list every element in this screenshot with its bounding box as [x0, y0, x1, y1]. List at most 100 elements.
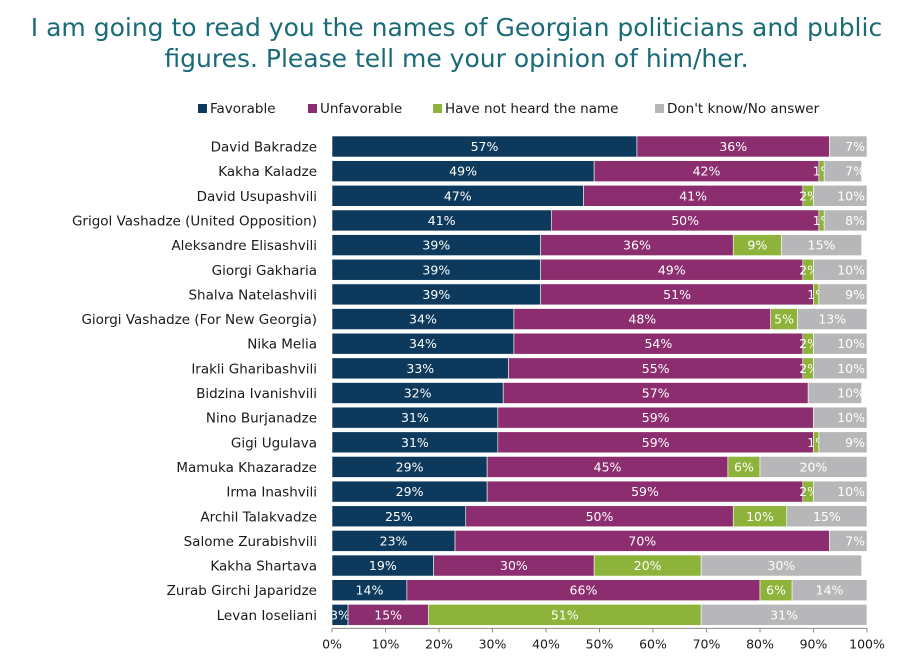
- category-label: Nino Burjanadze: [206, 411, 317, 427]
- chart-title-line-2: figures. Please tell me your opinion of …: [164, 44, 749, 73]
- data-label-unfavorable: 59%: [642, 410, 670, 425]
- data-label-unfavorable: 42%: [693, 164, 721, 179]
- data-label-favorable: 34%: [409, 312, 437, 327]
- legend-swatch-don-t-know-no-answer: [655, 104, 664, 113]
- data-label-don-t-know-no-answer: 7%: [845, 164, 865, 179]
- x-tick-label: 100%: [849, 636, 885, 651]
- data-label-favorable: 25%: [385, 509, 413, 524]
- x-axis: 0% 10% 20% 30% 40% 50% 60% 70% 80% 90% 100%: [322, 627, 885, 651]
- legend-label-unfavorable: Unfavorable: [320, 101, 402, 117]
- data-label-don-t-know-no-answer: 31%: [770, 607, 798, 622]
- data-label-have-not-heard-the-name: 10%: [746, 509, 774, 524]
- category-label: David Usupashvili: [197, 189, 317, 205]
- bars-area: David Bakradze 57% 36% 7% Kakha Kaladze 49% 42…: [72, 135, 868, 626]
- category-label: Giorgi Vashadze (For New Georgia): [81, 312, 317, 328]
- data-label-favorable: 31%: [401, 435, 429, 450]
- data-label-don-t-know-no-answer: 7%: [845, 533, 865, 548]
- bar-segment-don-t-know-no-answer: [813, 332, 868, 355]
- data-label-unfavorable: 70%: [628, 533, 656, 548]
- category-label: Shalva Natelashvili: [188, 287, 317, 303]
- bar-segment-don-t-know-no-answer: [781, 234, 862, 256]
- data-label-unfavorable: 45%: [594, 459, 622, 474]
- legend-swatch-have-not-heard-the-name: [433, 104, 442, 113]
- data-label-favorable: 31%: [401, 410, 429, 425]
- bar-segment-don-t-know-no-answer: [813, 357, 868, 380]
- data-label-unfavorable: 36%: [719, 139, 747, 154]
- data-label-unfavorable: 50%: [586, 509, 614, 524]
- x-tick-label: 0%: [322, 636, 342, 651]
- x-tick-label: 20%: [425, 636, 453, 651]
- data-label-unfavorable: 59%: [642, 435, 670, 450]
- data-label-don-t-know-no-answer: 15%: [813, 509, 841, 524]
- x-tick-label: 10%: [372, 636, 400, 651]
- bar-segment-don-t-know-no-answer: [813, 185, 868, 207]
- x-tick-label: 90%: [800, 636, 828, 651]
- data-label-have-not-heard-the-name: 20%: [634, 558, 662, 573]
- legend-label-have-not-heard-the-name: Have not heard the name: [445, 101, 618, 117]
- data-label-don-t-know-no-answer: 10%: [837, 336, 865, 351]
- data-label-have-not-heard-the-name: 51%: [551, 607, 579, 622]
- data-label-favorable: 41%: [428, 213, 456, 228]
- data-label-favorable: 19%: [369, 558, 397, 573]
- legend-label-favorable: Favorable: [210, 101, 276, 117]
- x-tick-label: 70%: [693, 636, 721, 651]
- data-label-don-t-know-no-answer: 10%: [837, 188, 865, 203]
- data-label-unfavorable: 50%: [671, 213, 699, 228]
- bar-segment-don-t-know-no-answer: [823, 209, 868, 232]
- data-label-don-t-know-no-answer: 7%: [845, 139, 865, 154]
- data-label-have-not-heard-the-name: 5%: [774, 312, 794, 327]
- data-label-don-t-know-no-answer: 8%: [845, 213, 865, 228]
- category-label: Kakha Shartava: [210, 559, 317, 575]
- bar-segment-don-t-know-no-answer: [813, 258, 868, 281]
- data-label-unfavorable: 30%: [500, 558, 528, 573]
- legend: Favorable Unfavorable Have not heard the n…: [198, 101, 820, 117]
- data-label-don-t-know-no-answer: 10%: [837, 484, 865, 499]
- data-label-unfavorable: 36%: [623, 238, 651, 253]
- bar-segment-don-t-know-no-answer: [700, 554, 862, 577]
- data-label-don-t-know-no-answer: 13%: [818, 312, 846, 327]
- data-label-favorable: 23%: [380, 533, 408, 548]
- bar-segment-don-t-know-no-answer: [818, 431, 868, 454]
- data-label-unfavorable: 59%: [631, 484, 659, 499]
- x-tick-label: 30%: [479, 636, 507, 651]
- data-label-have-not-heard-the-name: 9%: [747, 238, 767, 253]
- bar-segment-don-t-know-no-answer: [823, 160, 862, 182]
- legend-swatch-unfavorable: [308, 104, 317, 113]
- bar-segment-don-t-know-no-answer: [791, 579, 868, 602]
- category-label: Irma Inashvili: [226, 485, 317, 501]
- category-label: Levan Ioseliani: [217, 608, 317, 624]
- data-label-favorable: 32%: [404, 386, 432, 401]
- category-label: Zurab Girchi Japaridze: [167, 583, 317, 599]
- bar-segment-don-t-know-no-answer: [797, 308, 868, 330]
- data-label-don-t-know-no-answer: 10%: [837, 361, 865, 376]
- data-label-unfavorable: 41%: [679, 188, 707, 203]
- bar-segment-don-t-know-no-answer: [829, 530, 868, 552]
- bar-segment-don-t-know-no-answer: [700, 604, 868, 626]
- category-label: David Bakradze: [211, 140, 317, 156]
- data-label-don-t-know-no-answer: 15%: [808, 238, 836, 253]
- category-label: Giorgi Gakharia: [212, 263, 317, 279]
- bar-segment-don-t-know-no-answer: [818, 283, 868, 306]
- data-label-favorable: 39%: [422, 262, 450, 277]
- data-label-unfavorable: 15%: [374, 607, 402, 622]
- data-label-have-not-heard-the-name: 6%: [766, 583, 786, 598]
- bar-segment-don-t-know-no-answer: [829, 135, 868, 158]
- x-tick-label: 40%: [532, 636, 560, 651]
- data-label-favorable: 29%: [396, 459, 424, 474]
- data-label-favorable: 39%: [422, 287, 450, 302]
- data-label-favorable: 57%: [471, 139, 499, 154]
- data-label-unfavorable: 57%: [642, 386, 670, 401]
- bar-segment-don-t-know-no-answer: [786, 505, 868, 528]
- data-label-unfavorable: 55%: [642, 361, 670, 376]
- data-label-don-t-know-no-answer: 10%: [837, 262, 865, 277]
- data-label-unfavorable: 49%: [658, 262, 686, 277]
- bar-segment-don-t-know-no-answer: [807, 382, 862, 404]
- data-label-favorable: 33%: [406, 361, 434, 376]
- bar-segment-don-t-know-no-answer: [813, 480, 868, 503]
- category-label: Salome Zurabishvili: [184, 534, 317, 550]
- data-label-don-t-know-no-answer: 10%: [837, 386, 865, 401]
- x-tick-label: 50%: [586, 636, 614, 651]
- data-label-unfavorable: 54%: [644, 336, 672, 351]
- data-label-unfavorable: 51%: [663, 287, 691, 302]
